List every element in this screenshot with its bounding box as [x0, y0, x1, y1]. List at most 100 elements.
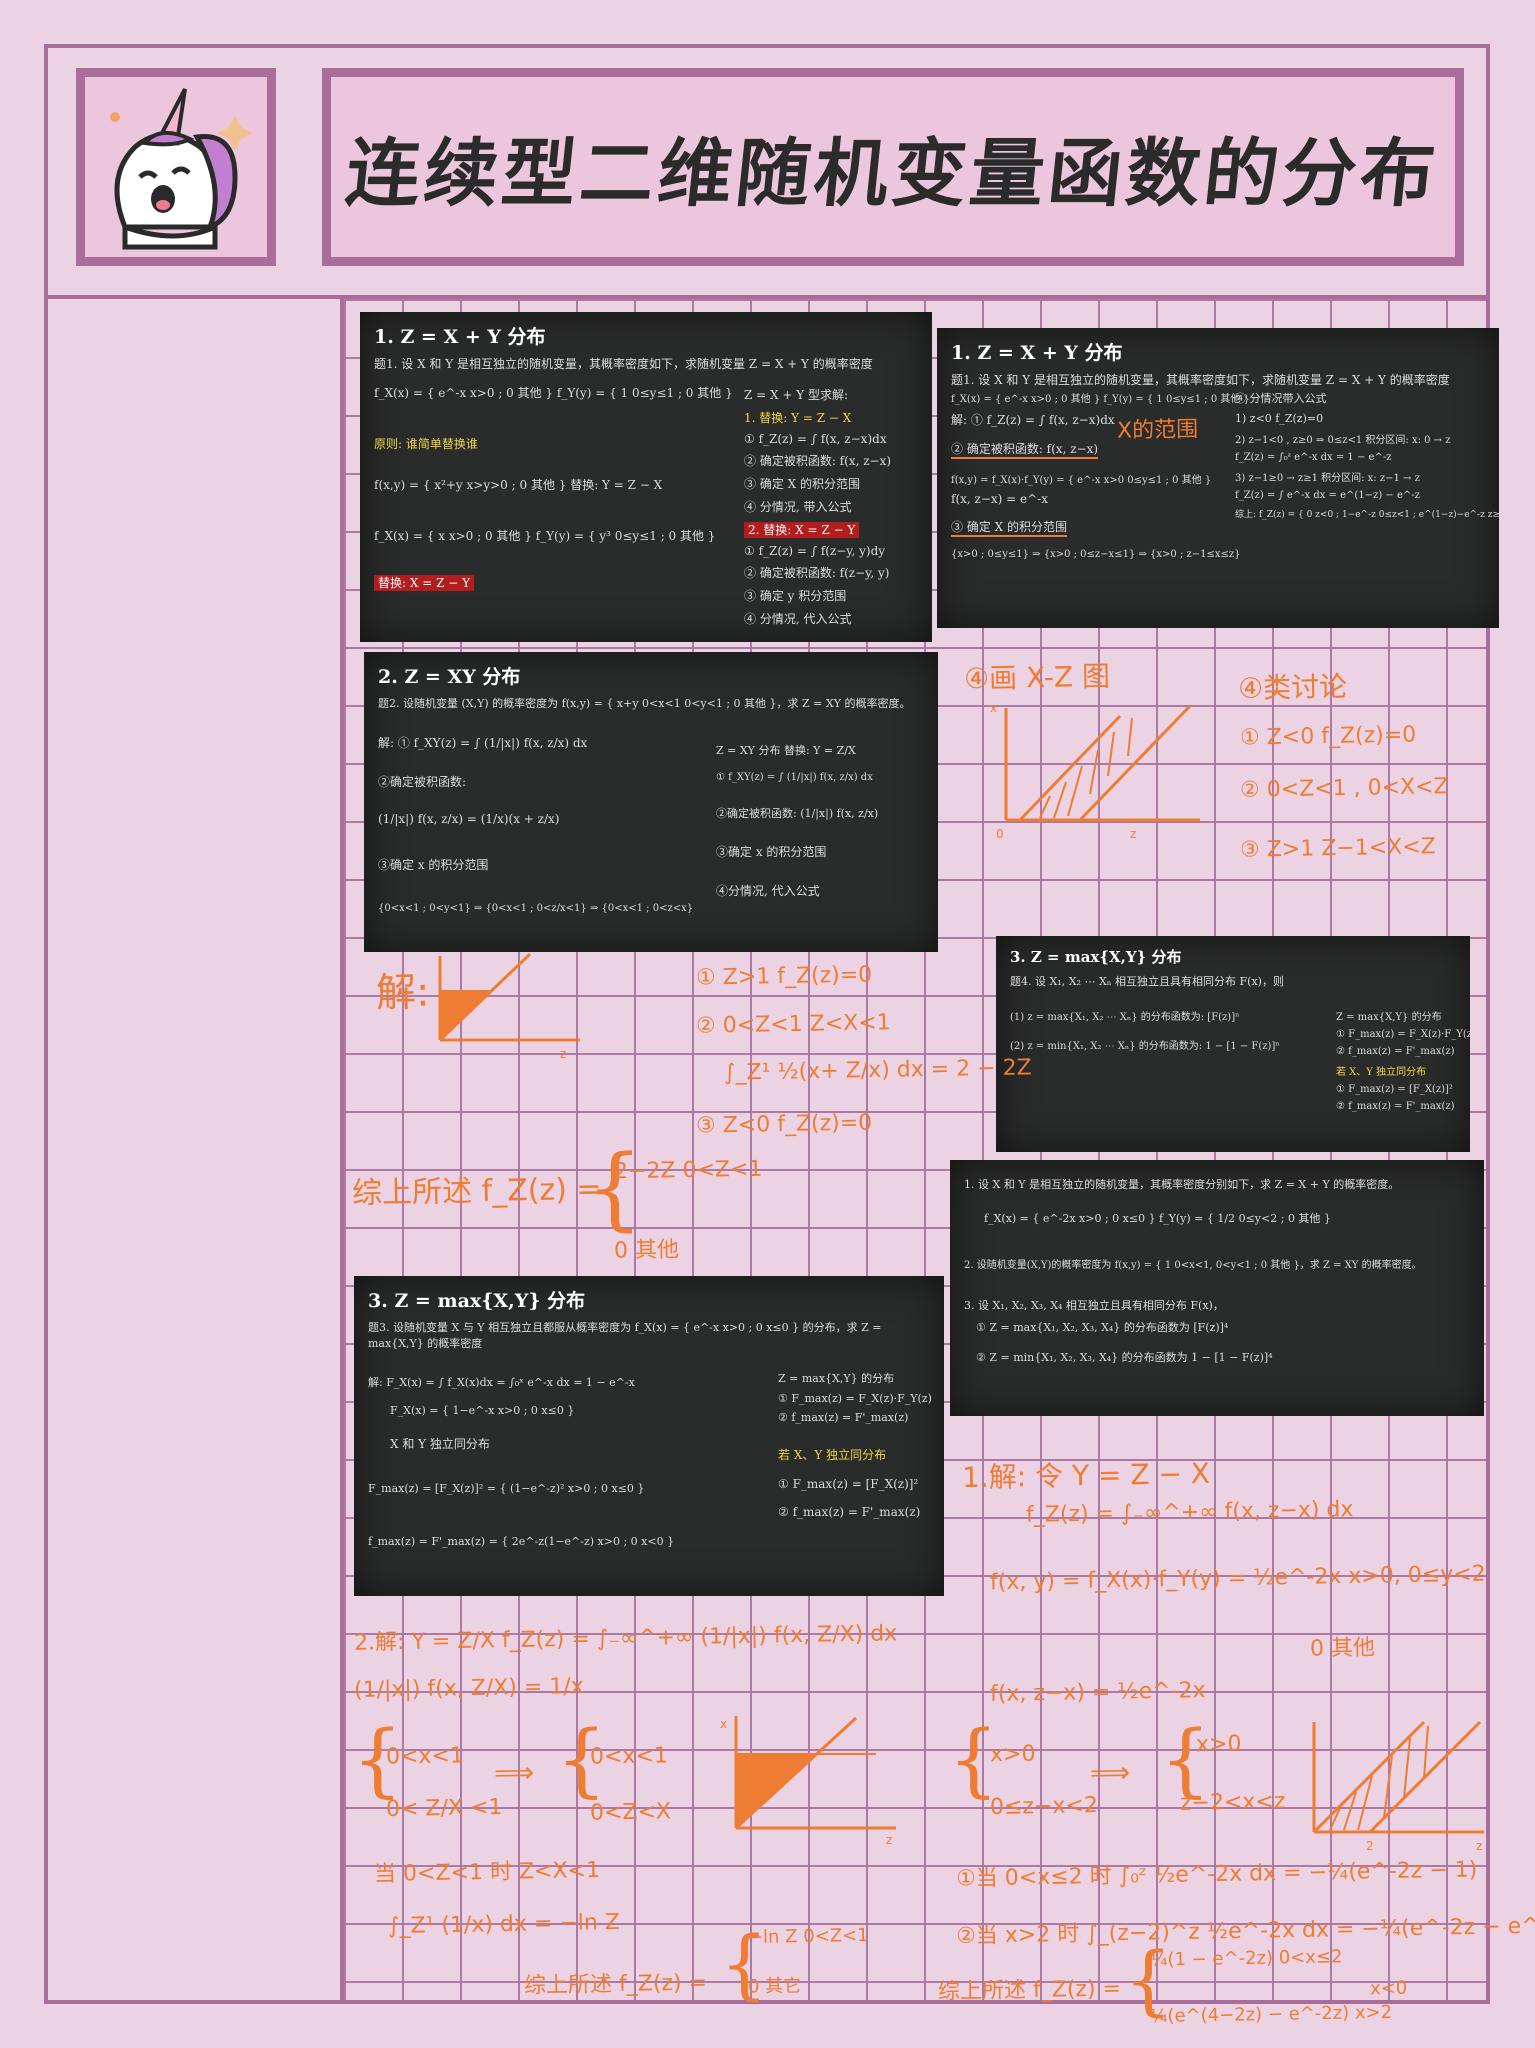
board-line: 若 X、Y 独立同分布 — [778, 1448, 887, 1462]
board-title: 2. Z = XY 分布 — [378, 666, 521, 688]
board-line: ① f_Z(z) = ∫ f(x, z−x)dx — [744, 432, 887, 446]
page-frame — [44, 44, 1490, 2004]
board-line: ③ 确定 y 积分范围 — [744, 589, 847, 603]
handwritten-note: 解: — [375, 969, 430, 1017]
board-line: f_Z(z) = ∫ e^-x dx = e^(1−z) − e^-z — [1235, 490, 1420, 501]
handwritten-note: 0<x<1 — [385, 1743, 465, 1770]
brace-icon: { — [1160, 1713, 1211, 1806]
board-line: {x>0 ; 0≤y≤1} ⇒ {x>0 ; 0≤z−x≤1} ⇒ {x>0 ;… — [951, 549, 1241, 560]
board-line: Z = XY 分布 替换: Y = Z/X — [716, 744, 856, 757]
handwritten-note: ② 0<Z<1 Z<X<1 — [695, 1010, 891, 1039]
brace-icon: { — [352, 1713, 403, 1806]
board-line: X 和 Y 独立同分布 — [390, 1437, 490, 1451]
axis-label: z — [1130, 827, 1136, 841]
handwritten-note: 0< Z/X <1 — [385, 1794, 503, 1823]
handwritten-note: 0 其它 — [747, 1975, 802, 1998]
board-line: ① Z = max{X₁, X₂, X₃, X₄} 的分布函数为 [F(z)]⁴ — [976, 1321, 1229, 1334]
board-line: Z = X + Y 型求解: — [744, 388, 849, 402]
axis-label: x — [990, 701, 997, 715]
board-line: f_X(x) = { e^-x x>0 ; 0 其他 } f_Y(y) = { … — [374, 386, 733, 400]
board-product: 2. Z = XY 分布 题2. 设随机变量 (X,Y) 的概率密度为 f(x,… — [364, 652, 938, 952]
board-line: 1) z<0 f_Z(z)=0 — [1235, 412, 1324, 425]
handwritten-note: 1.解: 令 Y = Z − X — [961, 1456, 1211, 1495]
board-line: ① f_XY(z) = ∫ (1/|x|) f(x, z/x) dx — [716, 772, 873, 783]
brace-icon: { — [586, 1136, 644, 1241]
region-sketch-sum: 2 z — [1312, 1720, 1484, 1853]
handwritten-note: z−2<x<z — [1179, 1789, 1286, 1816]
handwritten-note: 综上所述 f_Z(z) = — [351, 1171, 602, 1212]
board-line: ① F_max(z) = F_X(z)·F_Y(z) — [1336, 1029, 1470, 1040]
board-line: ② Z = min{X₁, X₂, X₃, X₄} 的分布函数为 1 − [1 … — [976, 1351, 1273, 1364]
board-line: f_X(x) = { x x>0 ; 0 其他 } f_Y(y) = { y³ … — [374, 529, 716, 543]
board-line: 解: F_X(x) = ∫ f_X(x)dx = ∫₀ˣ e^-x dx = 1… — [368, 1376, 635, 1389]
handwritten-note: X的范围 — [1116, 417, 1199, 444]
handwritten-note: ④类讨论 — [1237, 670, 1348, 705]
axis-label: x — [720, 1717, 727, 1731]
board-line: 3) z−1≥0 → z≥1 积分区间: x: z−1 → z — [1235, 473, 1420, 484]
board-title: 3. Z = max{X,Y} 分布 — [368, 1290, 586, 1312]
board-line: (1) z = max{X₁, X₂ ⋯ Xₙ} 的分布函数为: [F(z)]ⁿ — [1010, 1012, 1240, 1023]
axis-label: 2 — [1366, 1839, 1374, 1853]
handwritten-note: −ln Z 0<Z<1 — [747, 1924, 869, 1949]
board-line: ③ 确定 X 的积分范围 — [744, 477, 860, 491]
board-line: ② f_max(z) = F'_max(z) — [778, 1505, 921, 1519]
board-question: 题4. 设 X₁, X₂ ⋯ Xₙ 相互独立且具有相同分布 F(x)，则 — [1010, 975, 1284, 988]
handwritten-note: 0<Z<X — [589, 1799, 672, 1826]
board-line: Z = max{X,Y} 的分布 — [1336, 1012, 1442, 1023]
board-line: f_Z(z) = ∫₀ᶻ e^-x dx = 1 − e^-z — [1235, 452, 1392, 463]
board-line: ① F_max(z) = F_X(z)·F_Y(z) — [778, 1392, 932, 1405]
handwritten-note: ¼(1 − e^-2z) 0<x≤2 — [1149, 1946, 1343, 1971]
handwritten-note: 0 其他 — [1309, 1635, 1376, 1662]
board-line: ④ 分情况带入公式 — [1235, 392, 1327, 405]
board-question: 题3. 设随机变量 X 与 Y 相互独立且都服从概率密度为 f_X(x) = {… — [368, 1321, 882, 1350]
board-exercises: 1. 设 X 和 Y 是相互独立的随机变量，其概率密度分别如下，求 Z = X … — [950, 1160, 1484, 1416]
board-line: ②确定被积函数: — [378, 775, 467, 789]
board-sum-solution: 1. Z = X + Y 分布 题1. 设 X 和 Y 是相互独立的随机变量，其… — [937, 328, 1499, 628]
board-line: Z = max{X,Y} 的分布 — [778, 1372, 895, 1385]
board-line: 解: ① f_Z(z) = ∫ f(x, z−x)dx — [951, 413, 1115, 427]
board-line: 2. 设随机变量(X,Y)的概率密度为 f(x,y) = { 1 0<x<1, … — [964, 1260, 1422, 1271]
unicorn-icon — [110, 88, 253, 250]
handwritten-note: 2−2Z 0<Z<1 — [613, 1156, 763, 1185]
board-line: ④分情况, 代入公式 — [716, 884, 820, 898]
handwritten-note: ③ Z>1 Z−1<X<Z — [1239, 834, 1436, 863]
brace-icon: { — [556, 1713, 607, 1806]
board-line: ②确定被积函数: (1/|x|) f(x, z/x) — [716, 807, 879, 820]
board-sum-method: 1. Z = X + Y 分布 题1. 设 X 和 Y 是相互独立的随机变量，其… — [360, 312, 932, 642]
board-max-solution: 3. Z = max{X,Y} 分布 题3. 设随机变量 X 与 Y 相互独立且… — [354, 1276, 944, 1596]
axis-label: 0 — [996, 827, 1004, 841]
board-line: 3. 设 X₁, X₂, X₃, X₄ 相互独立且具有相同分布 F(x)， — [964, 1299, 1224, 1312]
board-line: 若 X、Y 独立同分布 — [1336, 1067, 1427, 1078]
board-line: ① F_max(z) = [F_X(z)]² — [1336, 1084, 1453, 1095]
handwritten-note: x<0 — [1369, 1977, 1408, 2000]
title-banner: 连续型二维随机变量函数的分布 — [322, 68, 1464, 266]
board-question: 题2. 设随机变量 (X,Y) 的概率密度为 f(x,y) = { x+y 0<… — [378, 697, 911, 710]
handwritten-note: 0≤z−x<2 — [989, 1793, 1099, 1820]
axis-label: z — [1476, 1839, 1482, 1853]
board-line: 1. 替换: Y = Z − X — [744, 411, 852, 425]
region-sketch-xz: 0 z x — [990, 701, 1200, 841]
board-line: ② f_max(z) = F'_max(z) — [1336, 1101, 1455, 1112]
handwritten-note: x>0 — [989, 1741, 1036, 1768]
avatar — [76, 68, 276, 266]
board-line: ④ 分情况, 带入公式 — [744, 500, 852, 514]
region-sketch-product-2: x z — [720, 1716, 896, 1847]
handwritten-note: 0 其他 — [613, 1237, 680, 1264]
handwritten-note: ③ Z<0 f_Z(z)=0 — [695, 1110, 873, 1139]
handwritten-note: ① Z>1 f_Z(z)=0 — [695, 962, 873, 991]
board-title: 1. Z = X + Y 分布 — [951, 342, 1123, 364]
board-line: 1. 设 X 和 Y 是相互独立的随机变量，其概率密度分别如下，求 Z = X … — [964, 1178, 1400, 1191]
axis-label: z — [886, 1833, 892, 1847]
board-line: 2) z−1<0 , z≥0 ⇒ 0≤z<1 积分区间: x: 0 → z — [1235, 435, 1451, 446]
handwritten-note: ① Z<0 f_Z(z)=0 — [1239, 722, 1417, 751]
board-line: ② f_max(z) = F'_max(z) — [778, 1411, 909, 1424]
margin-divider — [340, 297, 344, 2004]
arrow-icon: ⟹ — [1089, 1755, 1131, 1790]
board-line: 解: ① f_XY(z) = ∫ (1/|x|) f(x, z/x) dx — [378, 736, 588, 750]
handwritten-note: ④画 X-Z 图 — [963, 659, 1111, 696]
board-max-general: 3. Z = max{X,Y} 分布 题4. 设 X₁, X₂ ⋯ Xₙ 相互独… — [996, 936, 1470, 1152]
handwritten-note: 0<x<1 — [589, 1743, 669, 1770]
board-question: 题1. 设 X 和 Y 是相互独立的随机变量，其概率密度如下，求随机变量 Z =… — [951, 373, 1450, 387]
board-line: ④ 分情况, 代入公式 — [744, 612, 852, 626]
handwritten-note: 综上所述 f_Z(z) = — [937, 1976, 1122, 2005]
